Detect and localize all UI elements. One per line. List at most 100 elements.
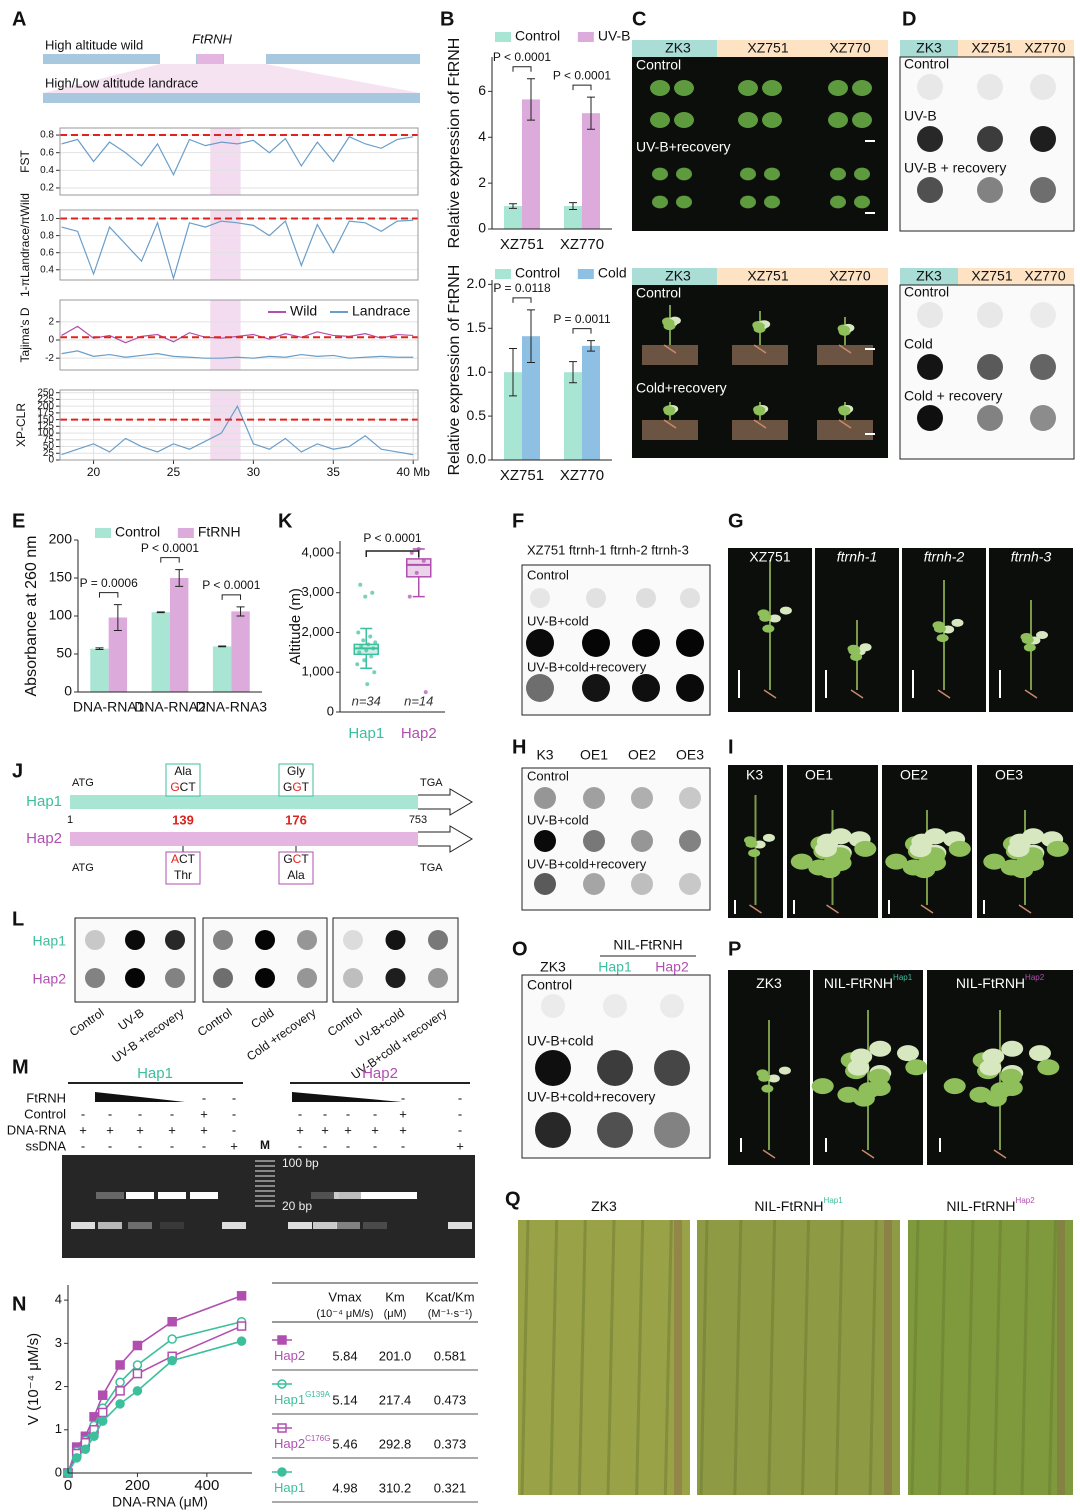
leaf [652, 195, 668, 209]
legend-label: Hap1G139A [274, 1390, 331, 1407]
leaf [652, 167, 668, 181]
scale-bar [738, 670, 740, 698]
blot-dot [582, 674, 610, 702]
pot [642, 345, 698, 365]
ladder-band [255, 1195, 275, 1197]
gene-arrow [418, 788, 473, 816]
codon-base: A [171, 852, 179, 866]
blot-dot [676, 674, 704, 702]
error-bar [236, 606, 245, 617]
label: UV-B+cold+recovery [527, 856, 647, 871]
gel-band [336, 1222, 360, 1229]
codon-base: T [188, 780, 196, 794]
sign: + [399, 1106, 407, 1121]
blot-dot [213, 930, 233, 950]
legend-label: Hap2C176G [274, 1434, 330, 1451]
ladder-band [255, 1190, 275, 1192]
label: Hap2 [33, 971, 67, 987]
blot-dot [977, 405, 1003, 431]
y-tick-label: 50 [56, 645, 72, 661]
blot-dot [636, 588, 656, 608]
pot [642, 420, 698, 440]
error-bar [509, 347, 517, 397]
data-line [67, 1295, 242, 1474]
y-tick-label: 0.0 [467, 451, 487, 467]
y-axis-label: 1-πLandrace/πWild [18, 193, 32, 297]
label: XZ751 [749, 549, 790, 565]
header-band [958, 40, 1074, 57]
y-tick-label: 0.6 [40, 247, 54, 258]
y-tick-label: 2.0 [467, 275, 487, 291]
gap [160, 54, 196, 64]
y-axis-label: Tajima's D [18, 307, 32, 362]
legend-label: Control [515, 265, 560, 281]
label: Hap2 [26, 830, 62, 847]
codon-base: C [180, 780, 189, 794]
leaf [1046, 840, 1069, 857]
scale-bar [999, 670, 1001, 698]
sign: - [108, 1106, 112, 1121]
y-tick-label: 2 [478, 174, 486, 190]
legend-swatch [577, 269, 594, 279]
header-band [717, 40, 888, 57]
sign: + [79, 1122, 87, 1137]
condition-label: UV-B [116, 1006, 147, 1034]
legend-label: Hap1 [274, 1480, 305, 1495]
panel-letter: F [512, 510, 524, 532]
data-point [366, 642, 371, 647]
data-line [67, 1320, 242, 1474]
x-tick-label: 20 [87, 465, 101, 479]
x-tick-label: XZ770 [560, 467, 604, 484]
photo-label: NIL-FtRNHHap2 [946, 1196, 1035, 1214]
blot-dot [977, 177, 1003, 203]
y-tick-label: 0 [48, 335, 54, 346]
label: TGA [420, 777, 443, 789]
sign: + [106, 1122, 114, 1137]
data-point [365, 682, 370, 687]
bar [170, 578, 189, 692]
blot-dot [582, 629, 610, 657]
leaf [753, 405, 766, 414]
table-cell: 0.581 [434, 1348, 467, 1363]
blot-dot [654, 1112, 690, 1148]
y-tick-label: 100 [49, 607, 73, 623]
p-value: P < 0.0001 [202, 578, 260, 592]
bar [522, 336, 540, 460]
legend-superscript: G139A [305, 1390, 331, 1399]
photo-label: NIL-FtRNHHap1 [824, 973, 913, 991]
label: Hap1 [33, 933, 67, 949]
x-tick-label: 0 [64, 1477, 72, 1494]
bar [151, 612, 170, 692]
label: ftrnh-3 [1011, 549, 1052, 565]
blot-dot [917, 405, 943, 431]
codon-base: G [292, 780, 301, 794]
leaf [837, 325, 850, 334]
label-main: NIL-FtRNH [824, 975, 893, 991]
marker [167, 1355, 177, 1366]
data-point [355, 662, 360, 667]
n-label: n=14 [404, 693, 433, 708]
sign: + [399, 1122, 407, 1137]
codon-base: T [188, 852, 196, 866]
label: K3 [746, 767, 763, 783]
legend-name: Hap1 [274, 1392, 305, 1407]
blot-dot [676, 629, 704, 657]
header-band [958, 268, 1074, 285]
label: ZK3 [665, 40, 691, 56]
scale-bar [888, 900, 890, 914]
field-row [868, 1219, 878, 1496]
field-row [549, 1219, 559, 1496]
gel-band [448, 1222, 472, 1229]
header-band [632, 268, 717, 285]
ladder-band [255, 1200, 275, 1202]
sign: - [170, 1138, 174, 1153]
box [406, 558, 432, 578]
field-row [635, 1219, 645, 1496]
y-tick-label: 0 [478, 220, 486, 236]
codon-box [278, 763, 314, 797]
label: OE3 [995, 767, 1023, 783]
pot [817, 420, 873, 440]
pot [817, 345, 873, 365]
p-value: P = 0.0011 [553, 312, 611, 326]
